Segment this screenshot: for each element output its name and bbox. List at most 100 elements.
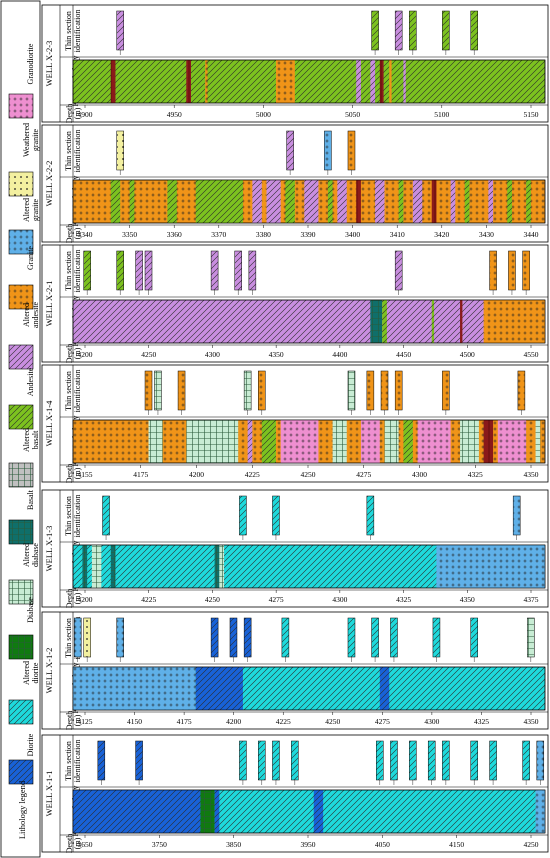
legend-item-altdiabase: Altereddiabase [8, 543, 40, 605]
depth-tick-label: 4325 [474, 717, 489, 726]
depth-tick-label: 4350 [269, 350, 284, 359]
thin-section-core [291, 740, 299, 781]
legend-title: Lithology legend [17, 780, 27, 839]
row-label-depth: Depth(m) [65, 104, 82, 124]
depth-tick-label: 3370 [211, 230, 226, 239]
thin-section-core [243, 617, 252, 658]
depth-tick-label: 4050 [375, 840, 390, 849]
depth-tick-label: 3380 [256, 230, 271, 239]
knn-lithology-segment [247, 420, 253, 463]
legend-label-altdiabase: Altereddiabase [22, 543, 40, 567]
depth-tick-label: 4350 [524, 470, 539, 479]
legend-item-diabase: Diabase [8, 597, 35, 660]
thin-section-core [347, 370, 356, 411]
legend-swatch-altandesite [8, 344, 34, 370]
knn-lithology-segment [252, 180, 262, 223]
thin-section-core [536, 740, 545, 781]
depth-tick-label: 3850 [226, 840, 241, 849]
knn-lithology-segment [266, 180, 281, 223]
knn-lithology-segment [460, 420, 479, 463]
depth-tick-label: 4400 [332, 350, 347, 359]
depth-tick-label: 5050 [345, 110, 360, 119]
knn-lithology-segment [483, 420, 494, 463]
thin-section-core [442, 10, 450, 51]
depth-tick-label: 4225 [141, 595, 156, 604]
legend-swatch-altgranite [8, 229, 34, 255]
thin-section-core [512, 495, 521, 536]
depth-tick-label: 4150 [449, 840, 464, 849]
lithology-legend: Granodiorite Weatheredgranite Alteredgrani… [0, 0, 41, 858]
knn-lithology-segment [431, 300, 435, 343]
thin-section-core [83, 250, 91, 291]
thin-section-core [489, 250, 497, 291]
legend-item-altbasalt: Alteredbasalt [8, 428, 40, 488]
depth-tick-label: 4200 [78, 350, 93, 359]
knn-lithology-segment [205, 60, 208, 103]
knn-lithology-segment [214, 545, 220, 588]
depth-tick-label: 3430 [479, 230, 494, 239]
legend-label-granite: Granite [26, 246, 35, 270]
knn-lithology-segment [464, 180, 470, 223]
thin-section-core [366, 495, 375, 536]
row-label-depth: Depth(m) [65, 589, 82, 609]
thin-section-core [97, 740, 106, 781]
knn-lithology-base [72, 299, 546, 344]
well-name: WELL X-1-4 [44, 400, 54, 446]
thin-section-core [281, 617, 290, 658]
knn-lithology-segment [460, 300, 463, 343]
depth-tick-label: 4325 [396, 595, 411, 604]
row-label-thin: Thin sectionidentification [64, 250, 82, 293]
depth-tick-label: 4250 [205, 595, 220, 604]
depth-tick-label: 4155 [78, 470, 93, 479]
thin-section-core [177, 370, 186, 411]
thin-section-core [522, 250, 530, 291]
row-label-depth: Depth(m) [65, 344, 82, 364]
knn-lithology-segment [379, 667, 390, 710]
legend-label-altbasalt: Alteredbasalt [22, 428, 40, 452]
knn-lithology-segment [360, 420, 380, 463]
thin-section-core [116, 130, 124, 171]
depth-tick-label: 4500 [460, 350, 475, 359]
thin-section-core [347, 617, 356, 658]
depth-tick-label: 4125 [78, 717, 93, 726]
depth-tick-label: 4175 [133, 470, 148, 479]
depth-tick-label: 4250 [301, 470, 316, 479]
knn-lithology-segment [313, 790, 324, 833]
legend-label-basalt: Basalt [26, 489, 35, 510]
thin-section-core [324, 130, 332, 171]
knn-lithology-segment [535, 790, 545, 833]
thin-section-core [239, 495, 247, 536]
legend-item-andesite: Andesite [8, 367, 35, 430]
depth-tick-label: 3390 [301, 230, 316, 239]
depth-tick-label: 4350 [460, 595, 475, 604]
depth-tick-label: 4300 [205, 350, 220, 359]
thin-section-core [371, 617, 379, 658]
thin-section-core [144, 370, 153, 411]
row-label-thin: Thin sectionidentification [64, 495, 82, 538]
depth-tick-label: 4225 [245, 470, 260, 479]
depth-tick-label: 5150 [524, 110, 539, 119]
knn-lithology-segment [261, 420, 276, 463]
depth-tick-label: 4350 [524, 717, 539, 726]
knn-lithology-segment [332, 420, 347, 463]
legend-item-weathered: Weatheredgranite [8, 123, 40, 197]
thin-section-core [272, 740, 280, 781]
legend-label-diorite: Diorite [26, 733, 35, 756]
thin-section-core [409, 10, 417, 51]
legend-item-diorite: Diorite [8, 733, 35, 785]
thin-section-core [470, 617, 478, 658]
thin-section-core [371, 10, 379, 51]
depth-tick-label: 3650 [78, 840, 93, 849]
depth-tick-label: 3350 [122, 230, 137, 239]
thin-section-core [489, 740, 497, 781]
knn-lithology-segment [403, 420, 413, 463]
thin-section-core [116, 617, 124, 658]
well-name: WELL X-2-1 [44, 281, 54, 327]
thin-section-core [234, 250, 242, 291]
knn-lithology-segment [356, 60, 361, 103]
depth-tick-label: 3340 [78, 230, 93, 239]
legend-swatch-altdiabase [8, 579, 34, 605]
